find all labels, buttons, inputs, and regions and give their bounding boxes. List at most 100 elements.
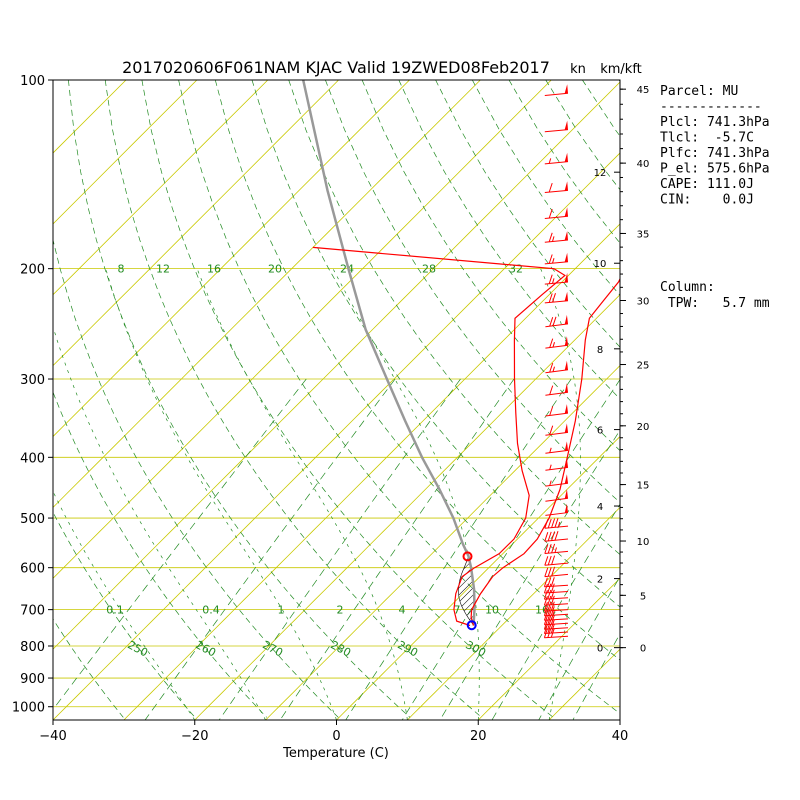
dry-adiabat-label: 300 <box>463 638 488 659</box>
dry-adiabat <box>398 80 620 400</box>
wind-barb <box>545 423 569 436</box>
background-grid <box>53 80 620 720</box>
wind-barb <box>544 531 569 542</box>
wind-barb <box>545 503 569 516</box>
dry-adiabat <box>288 80 620 556</box>
isotherm <box>407 506 620 720</box>
mixing-ratio-upper-label: 16 <box>207 263 221 276</box>
km-tick-label: 4 <box>597 502 603 513</box>
dry-adiabat-label: 250 <box>125 638 150 659</box>
dry-adiabat-label: 280 <box>328 638 353 659</box>
mixing-ratio-line <box>439 429 620 720</box>
isotherm <box>123 223 620 720</box>
km-tick-label: 8 <box>597 345 603 356</box>
parcel-info-line: CAPE: 111.0J <box>660 177 754 192</box>
kft-tick-label: 0 <box>640 644 646 655</box>
lcl-marker <box>466 620 477 631</box>
mixing-ratio-line <box>491 503 620 720</box>
wind-barb <box>545 360 569 374</box>
mixing-ratio-label: 2 <box>337 604 344 617</box>
wind-barb <box>545 336 569 349</box>
wind-barb <box>544 252 569 265</box>
parcel-info-line: Tlcl: -5.7C <box>660 131 754 146</box>
mixing-ratio-label: 4 <box>399 604 406 617</box>
kft-tick-label: 15 <box>637 481 650 492</box>
column-info-line: TPW: 5.7 mm <box>660 296 770 311</box>
wind-barb <box>544 84 569 96</box>
wind-barb <box>545 458 569 471</box>
wind-barb <box>545 474 569 487</box>
dry-adiabat <box>325 80 620 503</box>
wind-barb <box>543 610 569 621</box>
el-marker <box>462 551 473 562</box>
mixing-ratio-line <box>53 378 307 711</box>
moist-adiabat <box>53 490 196 720</box>
dry-adiabat <box>53 511 196 718</box>
mixing-ratio-label: 0.1 <box>106 604 124 617</box>
wind-barb <box>545 383 569 396</box>
wind-barb <box>544 231 569 243</box>
parcel-info-line: CIN: 0.0J <box>660 193 754 208</box>
isotherm <box>265 365 620 720</box>
kft-tick-label: 25 <box>637 361 650 372</box>
moist-adiabat <box>105 268 337 720</box>
isotherm <box>53 80 269 296</box>
mixing-ratio-line <box>279 378 515 720</box>
isotherm <box>53 80 339 367</box>
kft-tick-label: 45 <box>637 85 650 96</box>
dewpoint-line <box>312 246 566 627</box>
mixing-ratio-line <box>144 378 396 720</box>
mixing-ratio-upper-label: 12 <box>156 263 170 276</box>
wind-barb <box>544 518 569 529</box>
wind-barb <box>544 272 569 285</box>
isotherm <box>53 152 620 720</box>
kft-tick-label: 40 <box>637 159 650 170</box>
wind-barb <box>543 628 569 639</box>
wind-units-label: kn <box>570 62 586 77</box>
kft-tick-label: 10 <box>637 537 650 548</box>
km-tick-label: 2 <box>597 575 603 586</box>
wind-barb <box>545 441 569 454</box>
mixing-ratio-label: 7 <box>454 604 461 617</box>
wind-barb <box>544 543 569 554</box>
mixing-ratio-line <box>401 378 620 720</box>
wind-barb <box>543 583 569 594</box>
wind-barb <box>543 589 569 600</box>
pressure-tick-label: 800 <box>20 640 45 655</box>
dry-adiabat-label: 260 <box>193 638 218 659</box>
km-tick-label: 12 <box>594 168 607 179</box>
mixing-ratio-line <box>572 632 620 720</box>
height-units-label: km/kft <box>600 62 642 77</box>
x-tick-label: 20 <box>470 729 487 744</box>
dry-adiabat <box>178 80 620 715</box>
x-tick-label: 40 <box>612 729 629 744</box>
x-tick-label: −20 <box>181 729 208 744</box>
kft-tick-label: 30 <box>637 296 650 307</box>
pressure-tick-label: 1000 <box>12 701 45 716</box>
moist-adiabat <box>619 718 620 720</box>
mixing-ratio-label: 10 <box>485 604 499 617</box>
plot-frame <box>52 79 621 721</box>
mixing-ratio-line <box>538 575 620 720</box>
pressure-tick-label: 700 <box>20 604 45 619</box>
pressure-tick-label: 500 <box>20 512 45 527</box>
mixing-ratio-upper-label: 20 <box>268 263 282 276</box>
km-tick-label: 10 <box>594 259 607 270</box>
dry-adiabat <box>53 238 339 718</box>
kft-tick-label: 20 <box>637 422 650 433</box>
dry-adiabat-label: 290 <box>395 638 420 659</box>
wind-barb <box>544 207 569 219</box>
isotherm <box>53 81 620 650</box>
dry-adiabat <box>104 80 482 718</box>
pressure-tick-label: 100 <box>20 74 45 89</box>
mixing-ratio-line <box>218 378 461 720</box>
mixing-ratio-upper-label: 8 <box>118 263 125 276</box>
column-info-line: Column: <box>660 280 715 295</box>
km-tick-label: 6 <box>597 426 603 437</box>
parcel-info-line: Parcel: MU <box>660 84 738 99</box>
moist-adiabat <box>53 325 266 720</box>
parcel-info-line: ------------- <box>660 100 762 115</box>
wind-barb <box>544 555 569 566</box>
mixing-ratio-label: 0.4 <box>202 604 220 617</box>
